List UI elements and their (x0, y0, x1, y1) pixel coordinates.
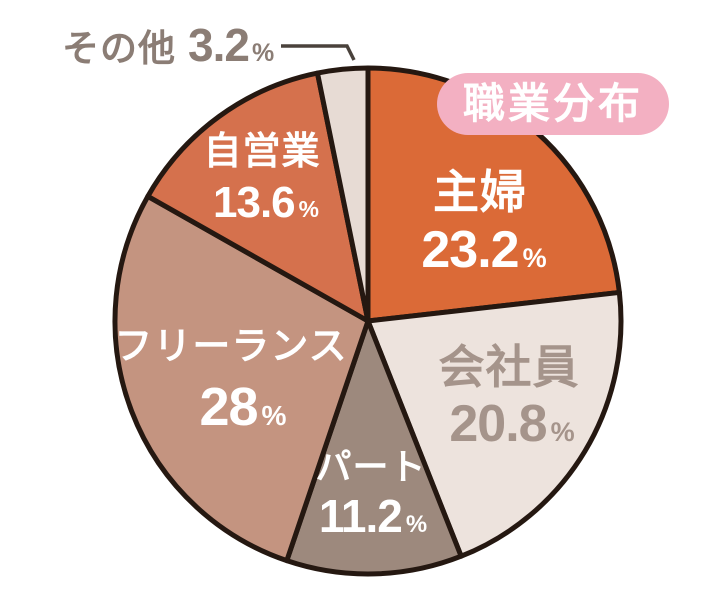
slice-value-jieigyo: 13.6% (213, 181, 319, 225)
percent-sign: % (251, 39, 275, 67)
percent-sign: % (522, 243, 547, 273)
value-number: 28 (199, 377, 258, 437)
slice-label-freelance: フリーランス (114, 326, 348, 368)
slice-label-shufu: 主婦 (433, 166, 527, 218)
value-number: 20.8 (449, 395, 547, 453)
slice-label-sonota: その他 3.2 % (62, 22, 274, 68)
pie-slice-5-その他 (314, 65, 371, 324)
percent-sign: % (298, 196, 319, 222)
slice-value-shufu: 23.2% (421, 224, 546, 276)
slice-label-kaishain: 会社員 (438, 341, 580, 393)
pie-slices (112, 65, 624, 577)
slice-label-jieigyo: 自営業 (203, 131, 321, 173)
value-number: 13.6 (213, 178, 296, 227)
pie-slice-4-自営業 (145, 70, 371, 324)
slice-value-part: 11.2% (319, 493, 427, 539)
value-number: 23.2 (421, 221, 519, 279)
value-number: 11.2 (318, 490, 403, 542)
callout-line-sonota (281, 44, 356, 61)
value-number: 3.2 (188, 19, 250, 71)
slice-value-kaishain: 20.8% (449, 398, 574, 450)
pie-slice-1-会社員 (365, 289, 624, 559)
slice-label-part: パート (315, 446, 427, 487)
slice-value-freelance: 28% (199, 380, 286, 434)
percent-sign: % (550, 417, 575, 447)
pie-slice-2-パート (284, 318, 464, 577)
percent-sign: % (261, 400, 287, 431)
percent-sign: % (405, 511, 428, 538)
slice-name: その他 (62, 28, 176, 69)
chart-title-badge: 職業分布 (437, 73, 669, 135)
